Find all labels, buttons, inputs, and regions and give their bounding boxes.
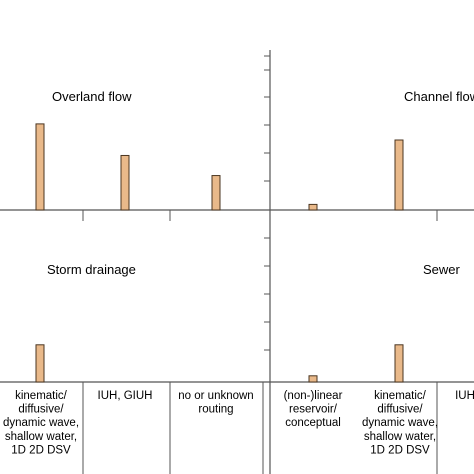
bar-sewer-1 (308, 375, 318, 383)
panel-title-channel-flow: Channel flow (404, 89, 474, 104)
panel-title-sewer: Sewer (423, 262, 461, 277)
x-label-kinematic-left: kinematic/diffusive/dynamic wave, shallow… (3, 390, 79, 456)
x-label-iuh-giuh-left: IUH, GIUH (98, 390, 153, 402)
x-label-nonlinear-reservoir: (non-)linear reservoir/conceptual (284, 390, 343, 429)
panel-title-overland-flow: Overland flow (52, 89, 132, 104)
bar-overland-flow-2 (120, 154, 130, 211)
bar-overland-flow-3 (211, 175, 221, 211)
x-label-no-routing: no or unknown routing (178, 390, 253, 416)
bar-storm-drainage-1 (35, 344, 45, 383)
bars-layer (35, 123, 404, 383)
x-label-kinematic-right: kinematic/diffusive/dynamic wave, shallow… (362, 390, 438, 456)
bar-channel-flow-2 (394, 139, 404, 211)
panel-title-storm-drainage: Storm drainage (47, 262, 136, 277)
bar-overland-flow-1 (35, 123, 45, 211)
x-label-iuh-right: IUH (455, 390, 474, 402)
category-labels-layer: kinematic/diffusive/dynamic wave, shallow… (3, 390, 474, 456)
bar-sewer-2 (394, 344, 404, 383)
bar-channel-flow-1 (308, 203, 318, 211)
